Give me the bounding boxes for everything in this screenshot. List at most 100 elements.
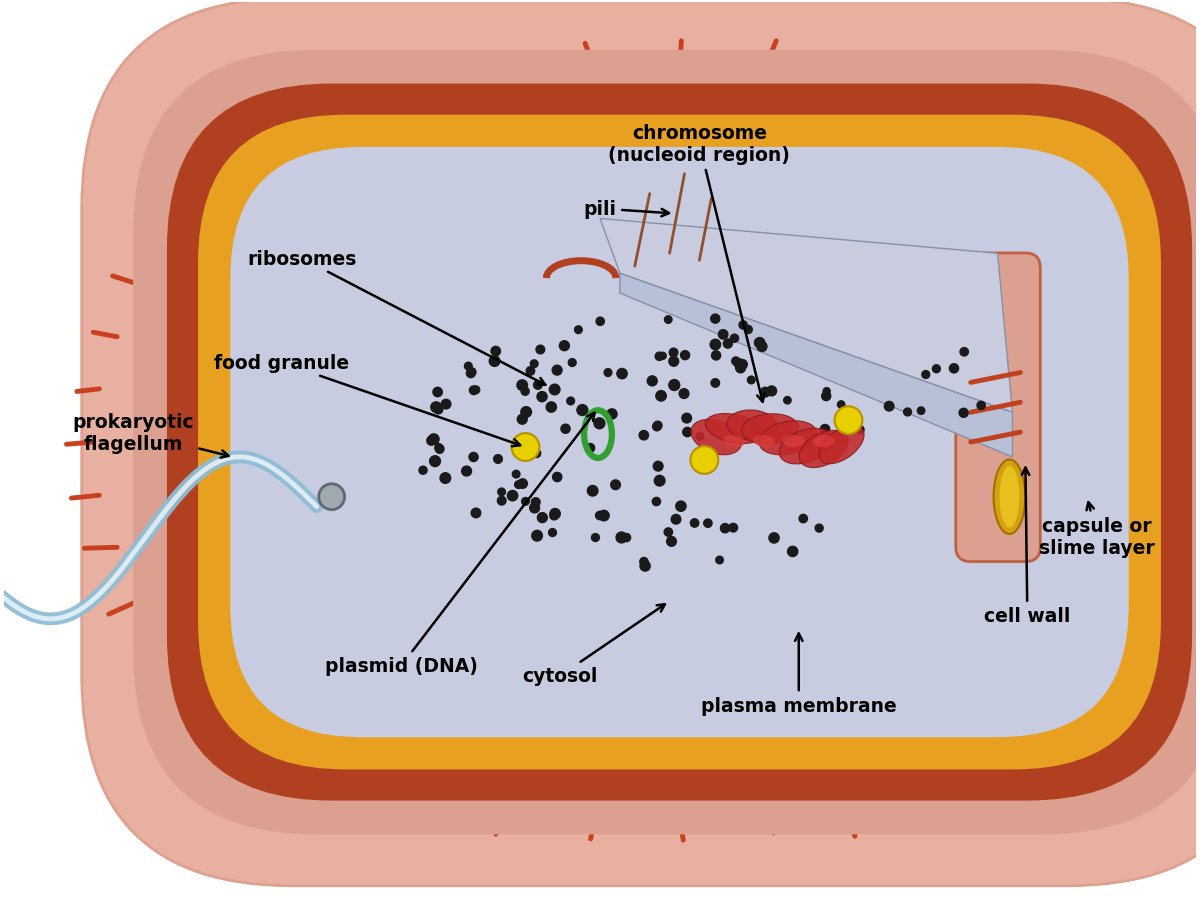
Ellipse shape [724, 436, 745, 447]
Circle shape [680, 351, 690, 360]
Circle shape [538, 513, 547, 523]
Circle shape [469, 386, 478, 395]
Circle shape [761, 388, 770, 398]
Circle shape [529, 503, 540, 513]
Circle shape [536, 345, 545, 354]
Circle shape [434, 405, 443, 414]
Circle shape [647, 376, 658, 386]
Circle shape [497, 497, 506, 505]
Circle shape [710, 340, 721, 350]
Circle shape [436, 445, 444, 454]
Text: prokaryotic
flagellum: prokaryotic flagellum [72, 412, 229, 458]
Circle shape [319, 484, 344, 510]
Circle shape [617, 369, 628, 380]
FancyBboxPatch shape [230, 148, 1129, 738]
Circle shape [728, 524, 738, 532]
Circle shape [550, 385, 560, 395]
Circle shape [656, 391, 666, 401]
Circle shape [511, 434, 539, 462]
Circle shape [653, 421, 662, 430]
Circle shape [592, 534, 599, 542]
FancyBboxPatch shape [82, 0, 1200, 886]
Circle shape [467, 369, 475, 378]
Circle shape [587, 486, 598, 496]
Circle shape [774, 433, 782, 440]
Circle shape [550, 511, 558, 520]
Circle shape [659, 353, 666, 360]
Ellipse shape [754, 436, 775, 447]
Circle shape [755, 338, 764, 348]
FancyBboxPatch shape [133, 51, 1200, 834]
Circle shape [599, 511, 610, 521]
Text: plasma membrane: plasma membrane [701, 634, 896, 715]
Ellipse shape [818, 426, 864, 465]
Circle shape [430, 456, 440, 467]
Circle shape [534, 382, 542, 390]
Circle shape [676, 502, 686, 511]
Ellipse shape [812, 436, 834, 447]
Circle shape [664, 529, 672, 537]
Circle shape [616, 532, 626, 543]
Circle shape [799, 515, 808, 523]
Circle shape [440, 474, 451, 483]
Ellipse shape [799, 431, 848, 468]
Circle shape [668, 357, 679, 367]
FancyBboxPatch shape [955, 253, 1040, 562]
Circle shape [653, 462, 662, 472]
Circle shape [665, 317, 672, 324]
Ellipse shape [758, 421, 817, 456]
Circle shape [734, 359, 743, 368]
Circle shape [491, 347, 500, 356]
Circle shape [607, 410, 617, 419]
Circle shape [724, 340, 732, 349]
Circle shape [719, 330, 728, 340]
Circle shape [757, 342, 767, 352]
Ellipse shape [782, 436, 805, 447]
Circle shape [640, 431, 648, 440]
Circle shape [566, 398, 575, 405]
Circle shape [654, 476, 665, 486]
Circle shape [546, 402, 557, 413]
Ellipse shape [691, 420, 742, 456]
Circle shape [712, 352, 721, 361]
Circle shape [692, 454, 703, 465]
Circle shape [977, 401, 985, 410]
Circle shape [834, 407, 863, 435]
Circle shape [731, 335, 738, 343]
Ellipse shape [779, 428, 833, 465]
Circle shape [532, 530, 542, 541]
Circle shape [522, 498, 529, 506]
Circle shape [521, 407, 532, 418]
Polygon shape [620, 274, 1013, 457]
Circle shape [739, 321, 748, 329]
Circle shape [517, 415, 527, 425]
Circle shape [690, 446, 719, 474]
Circle shape [559, 341, 569, 351]
Circle shape [514, 446, 522, 456]
Polygon shape [600, 219, 1013, 413]
Circle shape [552, 366, 562, 375]
Circle shape [517, 381, 528, 391]
Ellipse shape [742, 414, 798, 445]
Circle shape [490, 356, 500, 367]
Circle shape [536, 392, 547, 402]
Circle shape [682, 414, 691, 423]
Circle shape [738, 360, 748, 370]
Circle shape [640, 561, 650, 572]
Circle shape [655, 353, 664, 361]
Circle shape [949, 364, 959, 373]
Ellipse shape [994, 460, 1025, 534]
Circle shape [464, 363, 473, 371]
Circle shape [552, 473, 562, 482]
Circle shape [586, 444, 595, 453]
Circle shape [679, 390, 689, 399]
Circle shape [472, 387, 480, 394]
Text: capsule or
slime layer: capsule or slime layer [1039, 502, 1154, 557]
FancyBboxPatch shape [198, 115, 1160, 769]
Circle shape [462, 466, 472, 476]
Circle shape [787, 547, 798, 557]
Circle shape [515, 481, 522, 489]
Circle shape [932, 365, 941, 373]
Circle shape [604, 369, 612, 377]
Text: plasmid (DNA): plasmid (DNA) [325, 413, 595, 676]
